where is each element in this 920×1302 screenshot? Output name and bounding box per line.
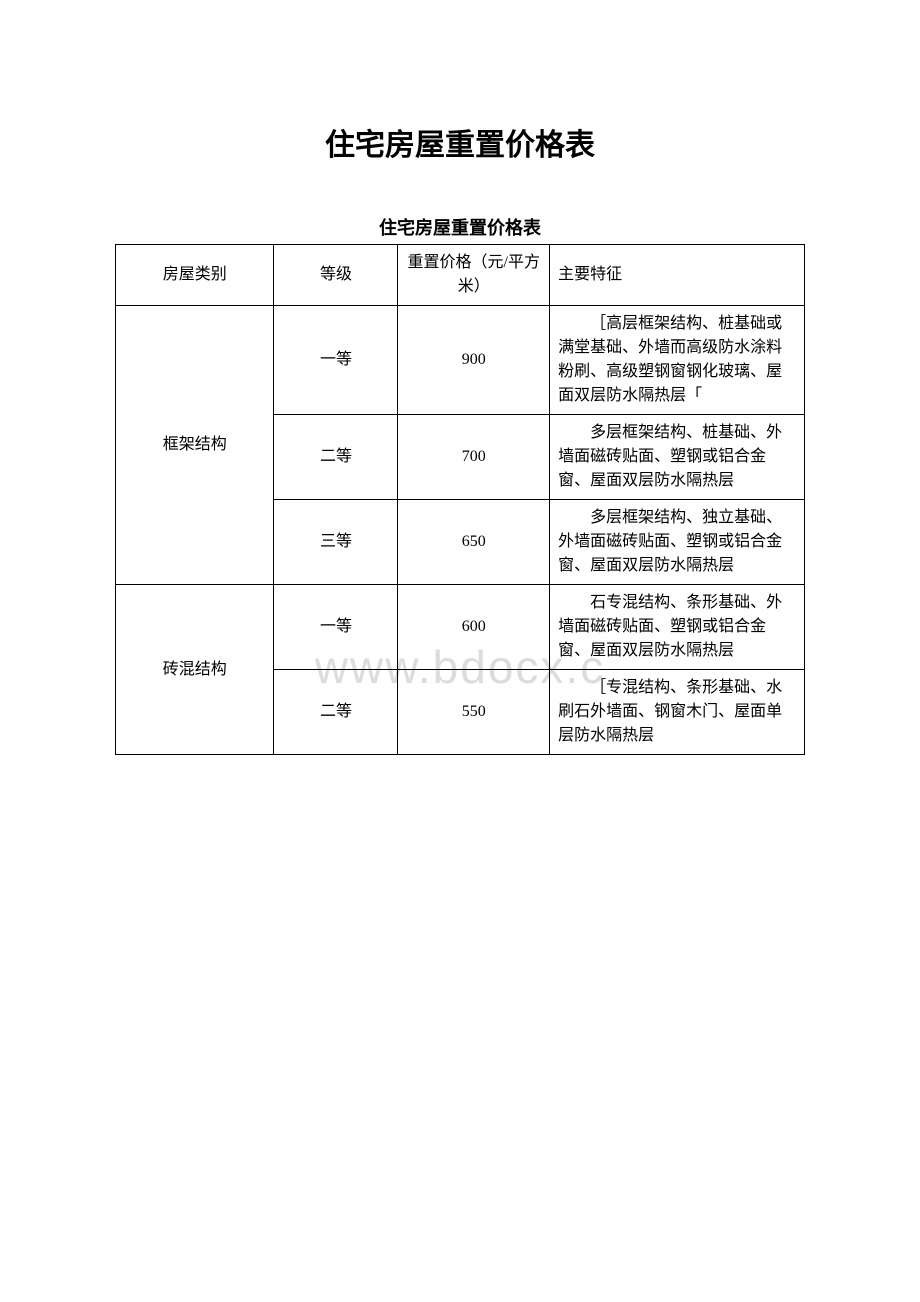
- cell-grade: 三等: [274, 500, 398, 585]
- feature-text: 多层框架结构、桩基础、外墙面磁砖贴面、塑钢或铝合金窗、屋面双层防水隔热层: [558, 421, 796, 493]
- cell-grade: 一等: [274, 585, 398, 670]
- feature-text: 石专混结构、条形基础、外墙面磁砖贴面、塑钢或铝合金窗、屋面双层防水隔热层: [558, 591, 796, 663]
- cell-price: 700: [398, 415, 550, 500]
- feature-text: 多层框架结构、独立基础、外墙面磁砖贴面、塑钢或铝合金窗、屋面双层防水隔热层: [558, 506, 796, 578]
- cell-features: 石专混结构、条形基础、外墙面磁砖贴面、塑钢或铝合金窗、屋面双层防水隔热层: [550, 585, 805, 670]
- cell-features: ［高层框架结构、桩基础或满堂基础、外墙而高级防水涂料粉刷、高级塑钢窗钢化玻璃、屋…: [550, 306, 805, 415]
- cell-grade: 一等: [274, 306, 398, 415]
- cell-grade: 二等: [274, 670, 398, 755]
- cell-price: 650: [398, 500, 550, 585]
- cell-price: 600: [398, 585, 550, 670]
- cell-features: ［专混结构、条形基础、水刷石外墙面、钢窗木门、屋面单层防水隔热层: [550, 670, 805, 755]
- feature-text: ［专混结构、条形基础、水刷石外墙面、钢窗木门、屋面单层防水隔热层: [558, 676, 796, 748]
- cell-price: 550: [398, 670, 550, 755]
- cell-features: 多层框架结构、桩基础、外墙面磁砖贴面、塑钢或铝合金窗、屋面双层防水隔热层: [550, 415, 805, 500]
- table-header-row: 房屋类别 等级 重置价格（元/平方米） 主要特征: [116, 245, 805, 306]
- cell-grade: 二等: [274, 415, 398, 500]
- table-body: 框架结构 一等 900 ［高层框架结构、桩基础或满堂基础、外墙而高级防水涂料粉刷…: [116, 306, 805, 755]
- header-features: 主要特征: [550, 245, 805, 306]
- header-category: 房屋类别: [116, 245, 274, 306]
- cell-category: 砖混结构: [116, 585, 274, 755]
- cell-price: 900: [398, 306, 550, 415]
- header-price: 重置价格（元/平方米）: [398, 245, 550, 306]
- page-container: 住宅房屋重置价格表 住宅房屋重置价格表 房屋类别 等级 重置价格（元/平方米） …: [0, 0, 920, 815]
- table-row: 框架结构 一等 900 ［高层框架结构、桩基础或满堂基础、外墙而高级防水涂料粉刷…: [116, 306, 805, 415]
- header-grade: 等级: [274, 245, 398, 306]
- table-row: 砖混结构 一等 600 石专混结构、条形基础、外墙面磁砖贴面、塑钢或铝合金窗、屋…: [116, 585, 805, 670]
- main-title: 住宅房屋重置价格表: [115, 120, 805, 164]
- cell-category: 框架结构: [116, 306, 274, 585]
- sub-title: 住宅房屋重置价格表: [115, 214, 805, 240]
- feature-text: ［高层框架结构、桩基础或满堂基础、外墙而高级防水涂料粉刷、高级塑钢窗钢化玻璃、屋…: [558, 312, 796, 408]
- price-table: 房屋类别 等级 重置价格（元/平方米） 主要特征 框架结构 一等 900 ［高层…: [115, 244, 805, 755]
- cell-features: 多层框架结构、独立基础、外墙面磁砖贴面、塑钢或铝合金窗、屋面双层防水隔热层: [550, 500, 805, 585]
